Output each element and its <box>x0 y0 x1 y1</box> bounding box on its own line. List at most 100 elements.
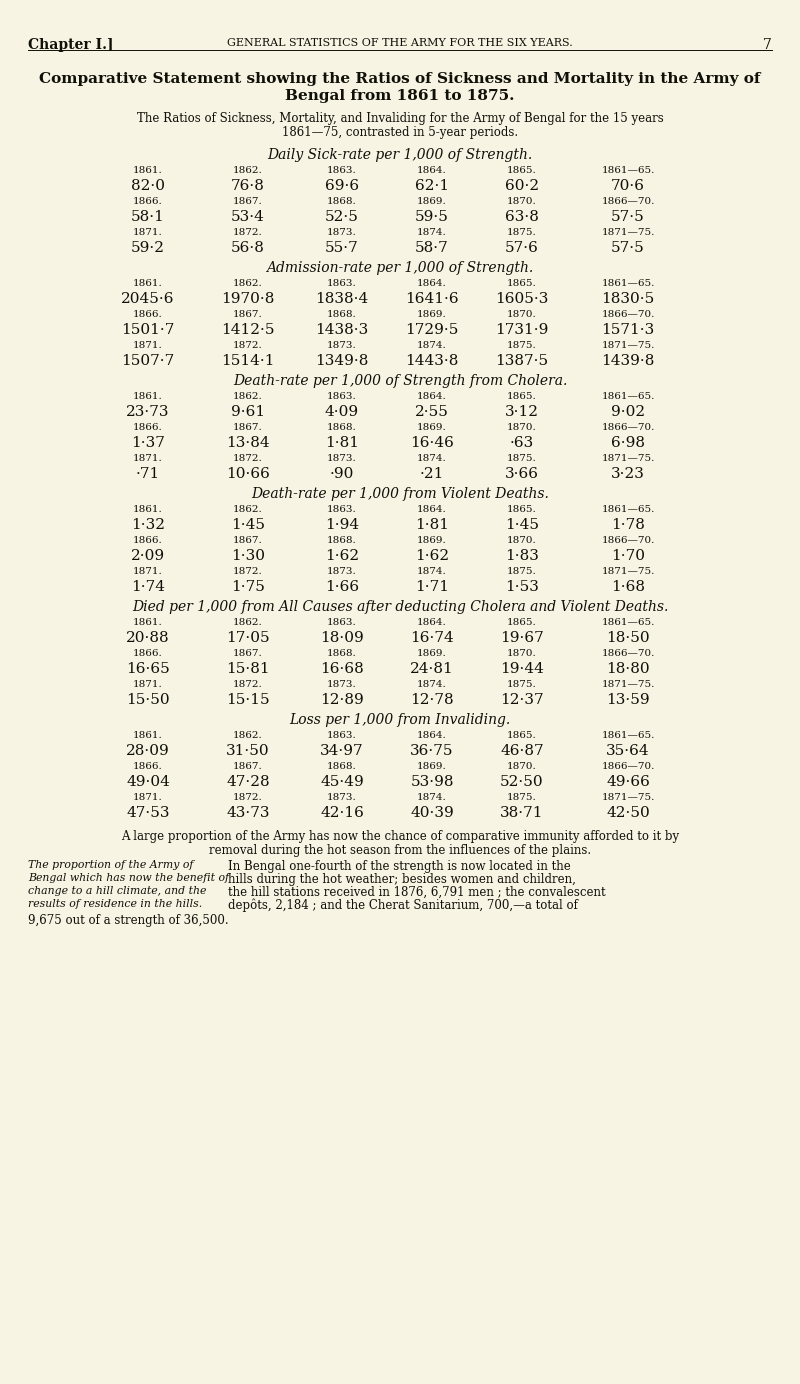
Text: 12·78: 12·78 <box>410 693 454 707</box>
Text: 1862.: 1862. <box>233 731 263 740</box>
Text: 9,675 out of a strength of 36,500.: 9,675 out of a strength of 36,500. <box>28 913 229 927</box>
Text: 1605·3: 1605·3 <box>495 292 549 306</box>
Text: 13·84: 13·84 <box>226 436 270 450</box>
Text: 1·75: 1·75 <box>231 580 265 594</box>
Text: 1865.: 1865. <box>507 731 537 740</box>
Text: 1872.: 1872. <box>233 567 263 576</box>
Text: 35·64: 35·64 <box>606 745 650 758</box>
Text: 1861—65.: 1861—65. <box>602 280 654 288</box>
Text: 1871.: 1871. <box>133 567 163 576</box>
Text: 1970·8: 1970·8 <box>222 292 274 306</box>
Text: 1·45: 1·45 <box>231 518 265 531</box>
Text: 1·81: 1·81 <box>325 436 359 450</box>
Text: results of residence in the hills.: results of residence in the hills. <box>28 900 202 909</box>
Text: 1871.: 1871. <box>133 340 163 350</box>
Text: Died per 1,000 from All Causes after deducting Cholera and Violent Deaths.: Died per 1,000 from All Causes after ded… <box>132 601 668 614</box>
Text: 16·74: 16·74 <box>410 631 454 645</box>
Text: 1863.: 1863. <box>327 731 357 740</box>
Text: 1866—70.: 1866—70. <box>602 763 654 771</box>
Text: 3·23: 3·23 <box>611 466 645 482</box>
Text: 1867.: 1867. <box>233 536 263 545</box>
Text: 59·5: 59·5 <box>415 210 449 224</box>
Text: 1869.: 1869. <box>417 536 447 545</box>
Text: 49·04: 49·04 <box>126 775 170 789</box>
Text: 59·2: 59·2 <box>131 241 165 255</box>
Text: 1·83: 1·83 <box>505 549 539 563</box>
Text: 1869.: 1869. <box>417 310 447 318</box>
Text: 82·0: 82·0 <box>131 179 165 192</box>
Text: ·71: ·71 <box>136 466 160 482</box>
Text: 1871—75.: 1871—75. <box>602 340 654 350</box>
Text: 1864.: 1864. <box>417 505 447 513</box>
Text: 1866.: 1866. <box>133 536 163 545</box>
Text: 43·73: 43·73 <box>226 805 270 819</box>
Text: 60·2: 60·2 <box>505 179 539 192</box>
Text: 16·65: 16·65 <box>126 662 170 675</box>
Text: 19·44: 19·44 <box>500 662 544 675</box>
Text: 1861—75, contrasted in 5-year periods.: 1861—75, contrasted in 5-year periods. <box>282 126 518 138</box>
Text: 1501·7: 1501·7 <box>122 322 174 336</box>
Text: 1·62: 1·62 <box>415 549 449 563</box>
Text: 1871.: 1871. <box>133 793 163 801</box>
Text: 2·55: 2·55 <box>415 406 449 419</box>
Text: 4·09: 4·09 <box>325 406 359 419</box>
Text: 1866—70.: 1866—70. <box>602 310 654 318</box>
Text: 58·7: 58·7 <box>415 241 449 255</box>
Text: 1439·8: 1439·8 <box>602 354 654 368</box>
Text: 1865.: 1865. <box>507 392 537 401</box>
Text: 1871—75.: 1871—75. <box>602 793 654 801</box>
Text: Comparative Statement showing the Ratios of Sickness and Mortality in the Army o: Comparative Statement showing the Ratios… <box>39 72 761 86</box>
Text: 1863.: 1863. <box>327 619 357 627</box>
Text: 1412·5: 1412·5 <box>222 322 274 336</box>
Text: 1873.: 1873. <box>327 680 357 689</box>
Text: 53·4: 53·4 <box>231 210 265 224</box>
Text: 1571·3: 1571·3 <box>602 322 654 336</box>
Text: In Bengal one-fourth of the strength is now located in the: In Bengal one-fourth of the strength is … <box>228 859 570 873</box>
Text: the hill stations received in 1876, 6,791 men ; the convalescent: the hill stations received in 1876, 6,79… <box>228 886 606 900</box>
Text: 1·66: 1·66 <box>325 580 359 594</box>
Text: 46·87: 46·87 <box>500 745 544 758</box>
Text: 2045·6: 2045·6 <box>122 292 174 306</box>
Text: 3·12: 3·12 <box>505 406 539 419</box>
Text: ·21: ·21 <box>420 466 444 482</box>
Text: 1865.: 1865. <box>507 505 537 513</box>
Text: 1861.: 1861. <box>133 619 163 627</box>
Text: 1874.: 1874. <box>417 228 447 237</box>
Text: 1869.: 1869. <box>417 424 447 432</box>
Text: 9·61: 9·61 <box>231 406 265 419</box>
Text: 1·94: 1·94 <box>325 518 359 531</box>
Text: 2·09: 2·09 <box>131 549 165 563</box>
Text: 15·15: 15·15 <box>226 693 270 707</box>
Text: 47·28: 47·28 <box>226 775 270 789</box>
Text: 1864.: 1864. <box>417 731 447 740</box>
Text: 1873.: 1873. <box>327 793 357 801</box>
Text: 1862.: 1862. <box>233 505 263 513</box>
Text: 1868.: 1868. <box>327 310 357 318</box>
Text: 52·5: 52·5 <box>325 210 359 224</box>
Text: 1861.: 1861. <box>133 392 163 401</box>
Text: 1871.: 1871. <box>133 454 163 464</box>
Text: 1875.: 1875. <box>507 454 537 464</box>
Text: 18·80: 18·80 <box>606 662 650 675</box>
Text: 1874.: 1874. <box>417 680 447 689</box>
Text: 1866—70.: 1866—70. <box>602 649 654 657</box>
Text: 1870.: 1870. <box>507 424 537 432</box>
Text: 1870.: 1870. <box>507 763 537 771</box>
Text: 1387·5: 1387·5 <box>495 354 549 368</box>
Text: 1871.: 1871. <box>133 228 163 237</box>
Text: 1872.: 1872. <box>233 454 263 464</box>
Text: 1861.: 1861. <box>133 505 163 513</box>
Text: 1873.: 1873. <box>327 340 357 350</box>
Text: 1866.: 1866. <box>133 310 163 318</box>
Text: Daily Sick-rate per 1,000 of Strength.: Daily Sick-rate per 1,000 of Strength. <box>267 148 533 162</box>
Text: 1871—75.: 1871—75. <box>602 680 654 689</box>
Text: 16·46: 16·46 <box>410 436 454 450</box>
Text: 6·98: 6·98 <box>611 436 645 450</box>
Text: 1875.: 1875. <box>507 228 537 237</box>
Text: 1866.: 1866. <box>133 424 163 432</box>
Text: 1870.: 1870. <box>507 536 537 545</box>
Text: 15·50: 15·50 <box>126 693 170 707</box>
Text: 1·37: 1·37 <box>131 436 165 450</box>
Text: 1870.: 1870. <box>507 197 537 206</box>
Text: 76·8: 76·8 <box>231 179 265 192</box>
